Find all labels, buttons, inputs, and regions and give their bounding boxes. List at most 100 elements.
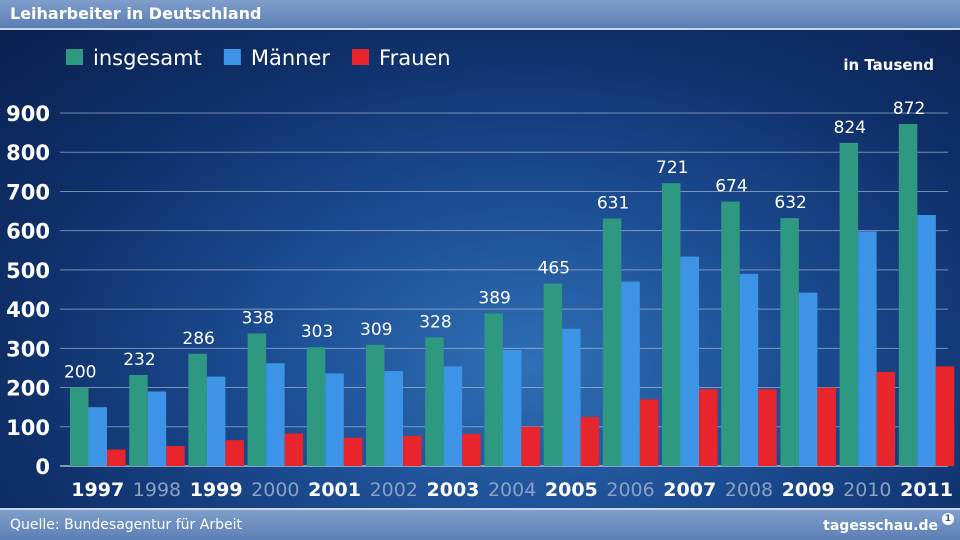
bar-männer <box>680 256 699 466</box>
x-tick-label: 2005 <box>545 479 598 501</box>
y-tick-label: 500 <box>6 259 50 283</box>
bar-frauen <box>403 435 422 466</box>
x-tick-label: 1998 <box>133 479 181 501</box>
bar-männer <box>384 371 403 466</box>
bar-frauen <box>876 371 896 466</box>
data-label: 309 <box>360 320 392 340</box>
footer-bar: Quelle: Bundesagentur für Arbeit tagessc… <box>0 508 960 540</box>
ard-logo-icon: 1 <box>942 513 954 525</box>
y-tick-label: 600 <box>6 220 50 244</box>
bar-insgesamt <box>543 283 563 466</box>
bar-insgesamt <box>662 183 681 467</box>
y-tick-label: 200 <box>6 377 50 401</box>
x-tick-label: 1999 <box>190 479 243 501</box>
data-label: 328 <box>419 312 451 332</box>
unit-label: in Tausend <box>843 56 934 74</box>
legend-label-insgesamt: insgesamt <box>93 46 202 70</box>
data-label: 631 <box>597 194 629 214</box>
x-tick-label: 2001 <box>308 479 361 501</box>
bar-frauen <box>935 366 955 466</box>
x-tick-label: 2008 <box>725 479 773 501</box>
bar-frauen <box>225 440 244 466</box>
data-label: 232 <box>123 350 155 370</box>
plot-area: 0 100 200 300 400 500 600 700 800 900 200 1997 232 19… <box>0 30 960 508</box>
data-label: 721 <box>656 158 688 178</box>
y-tick-label: 800 <box>6 141 50 165</box>
data-label: 338 <box>242 308 274 328</box>
y-tick-label: 0 <box>35 455 50 479</box>
bar-männer <box>325 373 344 466</box>
y-tick-label: 400 <box>6 298 50 322</box>
chart-svg: 0 100 200 300 400 500 600 700 800 900 200 1997 232 19… <box>6 46 955 501</box>
bar-männer <box>798 292 818 466</box>
brand-logo-text[interactable]: tagesschau.de <box>823 518 938 534</box>
bar-insgesamt <box>306 347 326 466</box>
data-label: 389 <box>478 288 510 308</box>
bar-männer <box>266 363 285 466</box>
bar-insgesamt <box>247 333 267 466</box>
bar-insgesamt <box>366 344 385 466</box>
x-tick-label: 2007 <box>663 479 716 501</box>
x-tick-label: 2009 <box>782 479 835 501</box>
data-label: 824 <box>834 118 866 138</box>
data-label: 465 <box>538 259 570 279</box>
data-label: 632 <box>774 193 806 213</box>
bar-frauen <box>166 445 185 466</box>
x-tick-label: 2003 <box>427 479 480 501</box>
bar-insgesamt <box>780 218 799 466</box>
bar-frauen <box>699 389 718 466</box>
bar-männer <box>562 328 581 466</box>
bar-insgesamt <box>721 201 740 467</box>
legend-label-männer: Männer <box>251 46 331 70</box>
bar-insgesamt <box>129 375 148 466</box>
bar-frauen <box>817 387 836 466</box>
data-label: 674 <box>715 177 747 197</box>
source-note: Quelle: Bundesagentur für Arbeit <box>10 517 242 533</box>
bar-frauen <box>284 433 304 466</box>
y-tick-label: 900 <box>6 102 50 126</box>
legend-swatch-männer <box>223 49 241 65</box>
bar-insgesamt <box>70 387 89 466</box>
bar-frauen <box>758 389 777 466</box>
y-tick-label: 700 <box>6 180 50 204</box>
bar-insgesamt <box>898 123 918 466</box>
y-tick-label: 300 <box>6 337 50 361</box>
bar-männer <box>621 281 640 466</box>
y-tick-label: 100 <box>6 416 50 440</box>
bar-männer <box>443 366 463 466</box>
bar-insgesamt <box>484 313 503 466</box>
bar-insgesamt <box>839 142 859 466</box>
bar-frauen <box>521 426 540 466</box>
bar-männer <box>917 214 936 466</box>
bar-frauen <box>639 399 659 466</box>
x-tick-label: 1997 <box>71 479 124 501</box>
bar-männer <box>739 273 759 466</box>
bar-insgesamt <box>188 353 207 466</box>
bar-insgesamt <box>602 218 622 466</box>
legend-swatch-frauen <box>352 49 370 65</box>
legend-swatch-insgesamt <box>66 49 83 65</box>
x-tick-label: 2011 <box>900 479 953 501</box>
bar-frauen <box>107 449 126 466</box>
bar-frauen <box>343 437 363 466</box>
x-tick-label: 2004 <box>488 479 536 501</box>
bar-frauen <box>580 416 600 466</box>
bar-männer <box>88 407 107 466</box>
x-tick-label: 2006 <box>606 479 654 501</box>
x-tick-label: 2000 <box>251 479 299 501</box>
chart-title: Leiharbeiter in Deutschland <box>10 4 262 23</box>
data-label: 303 <box>301 322 333 342</box>
x-tick-label: 2002 <box>370 479 418 501</box>
bar-männer <box>502 349 522 466</box>
data-label: 872 <box>893 99 925 119</box>
title-bar: Leiharbeiter in Deutschland <box>0 0 960 30</box>
bar-frauen <box>462 433 481 466</box>
data-label: 200 <box>64 363 96 383</box>
bar-insgesamt <box>425 337 444 466</box>
legend-label-frauen: Frauen <box>379 46 451 70</box>
bar-männer <box>858 231 877 466</box>
bar-männer <box>206 376 226 466</box>
data-label: 286 <box>182 329 214 349</box>
bar-männer <box>147 391 167 466</box>
